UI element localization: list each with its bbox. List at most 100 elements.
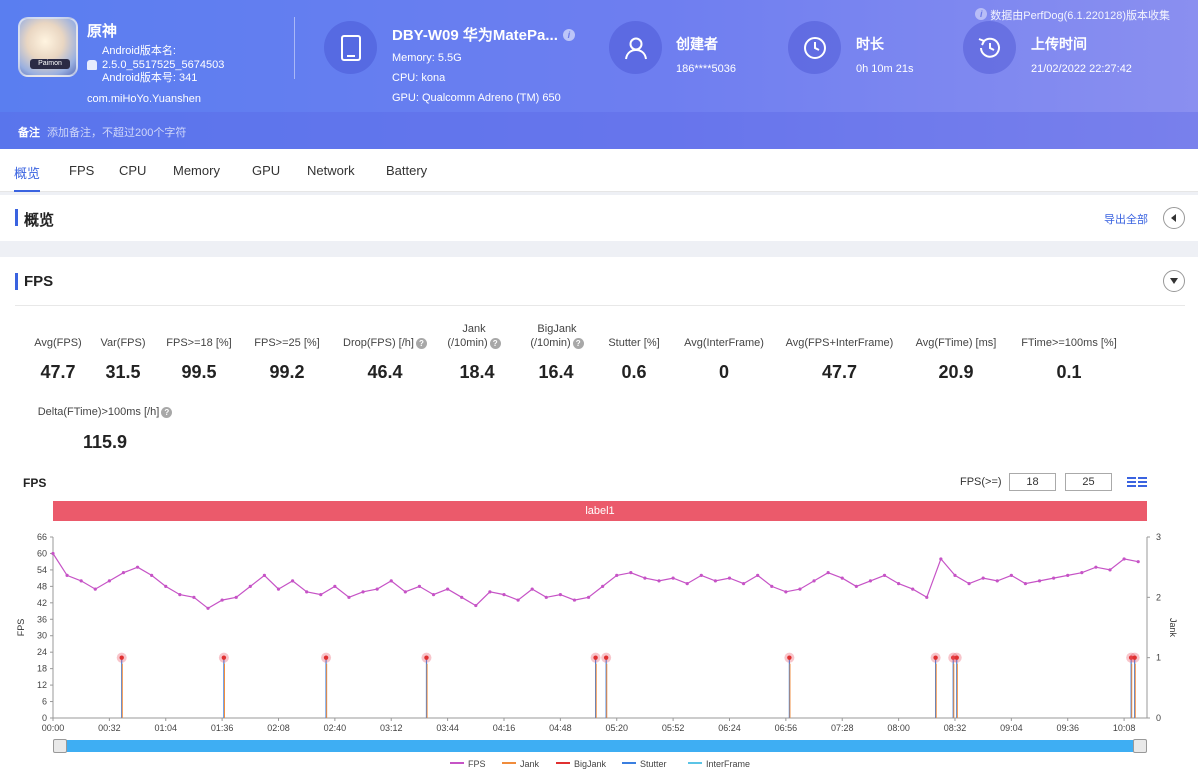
package-name: com.miHoYo.Yuanshen	[87, 93, 201, 105]
app-meta: Android版本名: 2.5.0_5517525_5674503 Androi…	[102, 45, 224, 86]
bigjank-marker	[593, 655, 598, 660]
legend-swatch	[450, 762, 464, 764]
threshold-input-1[interactable]	[1009, 473, 1056, 491]
x-tick-label: 03:44	[436, 723, 459, 733]
fps-point	[276, 587, 281, 591]
fps-point	[868, 579, 873, 583]
device-info-icon[interactable]: i	[562, 29, 575, 41]
fps-point	[262, 573, 267, 577]
metric-jank-value: 18.4	[459, 362, 495, 382]
tab-network[interactable]: Network	[307, 163, 355, 178]
x-tick-label: 01:36	[211, 723, 234, 733]
label-band[interactable]: label1	[53, 501, 1147, 521]
collapse-fps-button[interactable]	[1163, 270, 1185, 292]
export-all-link[interactable]: 导出全部	[1104, 214, 1148, 226]
grid-toggle-icon[interactable]	[1127, 477, 1147, 487]
tab-gpu[interactable]: GPU	[252, 163, 281, 178]
note-label: 备注	[18, 127, 40, 139]
tab-fps[interactable]: FPS	[69, 163, 95, 178]
y-tick-label: 48	[37, 581, 47, 591]
legend-item[interactable]: FPS	[450, 759, 486, 769]
fps-point	[290, 579, 295, 583]
legend-swatch	[556, 762, 570, 764]
fps-point	[1136, 560, 1140, 564]
tab-battery[interactable]: Battery	[386, 163, 428, 178]
overview-panel	[0, 195, 1198, 241]
metric-drop-fps-label-text: Drop(FPS) [/h]	[343, 337, 414, 349]
fps-point	[135, 565, 140, 569]
bigjank-marker	[1128, 655, 1134, 660]
metric-bigjank-label: BigJank (/10min)?	[524, 322, 590, 350]
metric-stutter-label: Stutter [%]	[608, 337, 660, 349]
help-icon[interactable]: ?	[415, 338, 427, 349]
metric-drop-fps-label: Drop(FPS) [/h]?	[340, 336, 430, 350]
note-bar	[0, 112, 1198, 149]
legend-item[interactable]: Stutter	[622, 759, 667, 769]
fps-point	[770, 584, 774, 588]
scrollbar-left-handle[interactable]	[53, 739, 67, 753]
metric-ftime100-label: FTime>=100ms [%]	[1021, 337, 1117, 349]
help-icon[interactable]: ?	[161, 407, 173, 418]
metric-bigjank-label-line2: (/10min)	[530, 337, 571, 349]
scrollbar-right-handle[interactable]	[1133, 739, 1147, 753]
fps-point	[220, 598, 224, 602]
active-tab-indicator	[14, 190, 40, 192]
fps-point	[417, 584, 422, 588]
fps-point	[756, 573, 760, 577]
version-code: Android版本号: 341	[102, 72, 198, 84]
fps-title-bar	[15, 273, 18, 290]
metric-jank-label-line2: (/10min)	[447, 337, 488, 349]
bigjank-marker	[221, 655, 227, 660]
fps-point	[558, 592, 562, 597]
threshold-input-2[interactable]	[1065, 473, 1112, 491]
legend-swatch	[688, 762, 702, 764]
version-name-label: Android版本名:	[102, 45, 176, 57]
fps-point	[65, 573, 69, 577]
fps-point	[206, 606, 210, 610]
fps-point	[516, 598, 520, 602]
fps-point	[93, 587, 97, 591]
y-tick-label: 24	[37, 647, 47, 657]
upload-label: 上传时间	[1031, 36, 1087, 52]
note-input[interactable]: 添加备注，不超过200个字符	[47, 127, 187, 139]
x-tick-label: 05:52	[662, 723, 685, 733]
clock-icon	[788, 21, 841, 74]
collapse-left-button[interactable]	[1163, 207, 1185, 229]
fps-point	[305, 590, 309, 594]
x-tick-label: 05:20	[605, 723, 628, 733]
time-range-scrollbar[interactable]	[53, 739, 1147, 753]
tab-overview[interactable]: 概览	[14, 166, 41, 181]
tab-cpu[interactable]: CPU	[119, 163, 147, 178]
fps-point	[798, 587, 802, 591]
android-icon	[87, 60, 97, 70]
help-icon[interactable]: ?	[489, 338, 501, 349]
device-icon	[324, 21, 377, 74]
x-tick-label: 01:04	[154, 723, 177, 733]
overview-title-bar	[15, 209, 18, 226]
metric-fps18-label: FPS>=18 [%]	[166, 337, 232, 349]
metric-ftime100-value: 0.1	[1056, 362, 1082, 382]
tab-memory[interactable]: Memory	[173, 163, 220, 178]
fps-point	[981, 576, 985, 580]
legend-item[interactable]: BigJank	[556, 759, 606, 769]
chevron-left-icon	[1171, 214, 1176, 222]
help-icon[interactable]: ?	[572, 338, 584, 349]
bigjank-marker	[119, 655, 124, 660]
app-name: 原神	[87, 23, 118, 40]
metric-avg-ftime-value: 20.9	[938, 362, 974, 382]
y2-tick-label: 3	[1156, 532, 1161, 542]
y2-tick-label: 2	[1156, 592, 1161, 602]
y-axis-title: FPS	[16, 619, 26, 637]
metric-avg-ftime-label: Avg(FTime) [ms]	[915, 337, 997, 349]
bigjank-marker	[787, 655, 792, 660]
fps-point	[51, 551, 55, 556]
fps-point	[431, 592, 436, 597]
y-tick-label: 12	[37, 680, 47, 690]
device-memory: Memory: 5.5G	[392, 52, 462, 64]
fps-point	[1094, 565, 1098, 569]
version-name: 2.5.0_5517525_5674503	[102, 58, 225, 71]
legend-item[interactable]: InterFrame	[688, 759, 750, 769]
legend-item[interactable]: Jank	[502, 759, 539, 769]
bigjank-marker	[954, 655, 959, 660]
